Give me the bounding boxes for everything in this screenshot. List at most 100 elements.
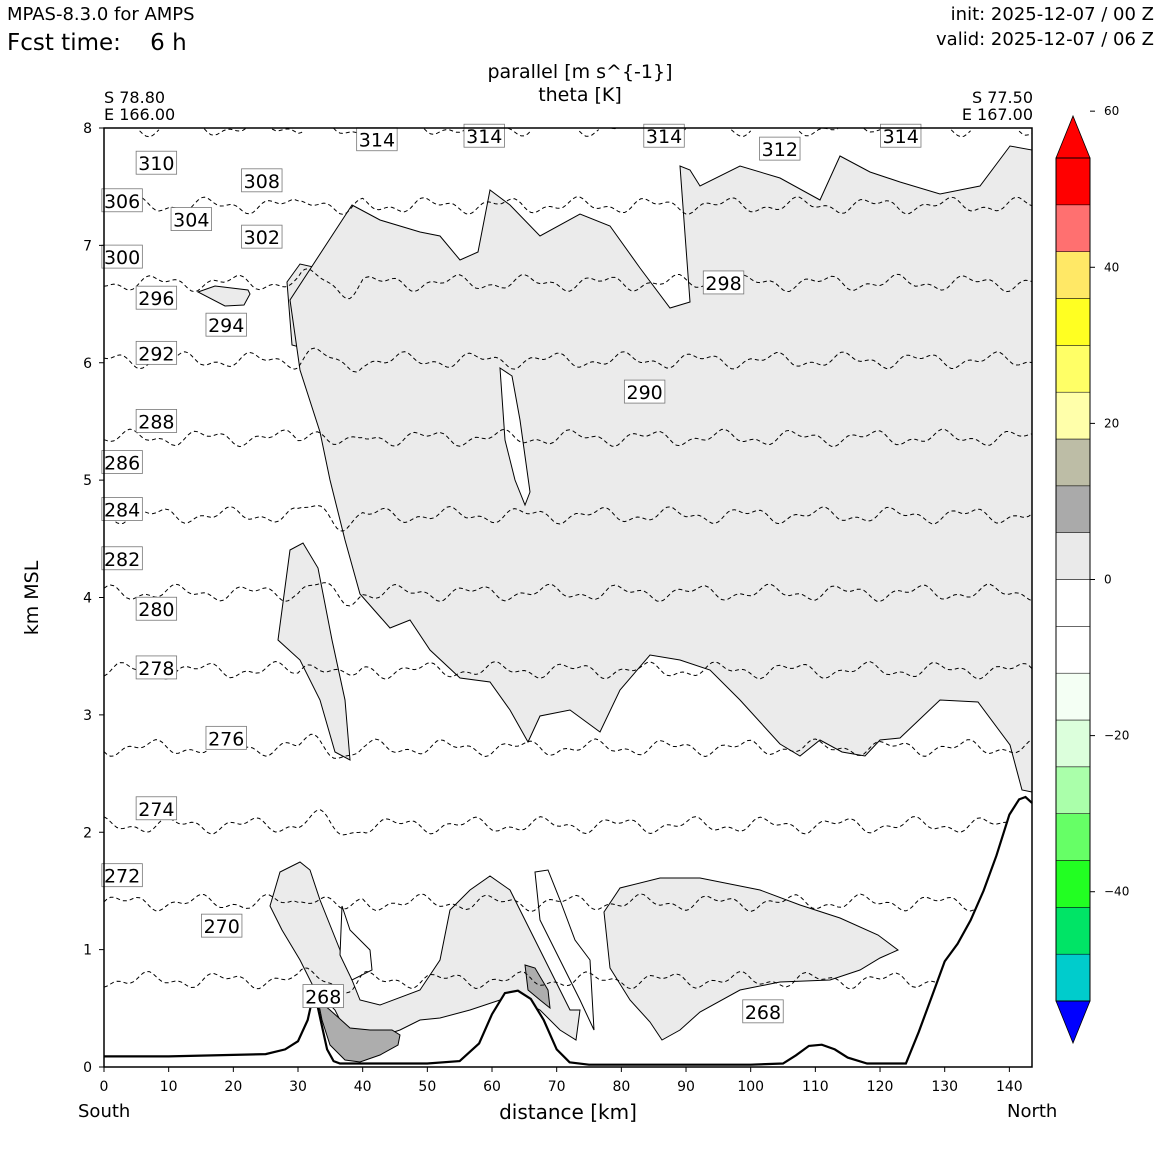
contour-label: 294: [205, 312, 247, 337]
contour-label-text: 284: [104, 499, 140, 521]
contour-label-text: 314: [466, 126, 502, 148]
right-endpoint-lon: E 167.00: [961, 105, 1033, 124]
terrain: [104, 795, 1033, 1067]
contour-label: 314: [463, 123, 505, 148]
colorbar-segment: [1055, 626, 1091, 674]
north-label: North: [1007, 1101, 1058, 1122]
theta-contour-272: [103, 809, 1007, 836]
x-tick-label: 0: [100, 1079, 109, 1095]
theta-contour-278: [103, 582, 1033, 607]
theta-contour-284: [103, 347, 1033, 373]
contour-label-text: 306: [104, 191, 140, 213]
contour-label-box: [135, 796, 178, 821]
colorbar-segment: [1055, 672, 1091, 721]
contour-label: 282: [101, 546, 143, 571]
contour-label: 274: [135, 796, 178, 821]
contour-label-text: 294: [208, 315, 244, 337]
chart-title: parallel [m s^{-1}]: [487, 61, 673, 83]
contour-label-box: [135, 596, 178, 621]
colorbar-extend-top: [1055, 114, 1091, 159]
contour-label: 288: [135, 409, 178, 433]
contour-label-text: 292: [138, 343, 174, 365]
contour-label-box: [201, 913, 243, 938]
colorbar-segment: [1055, 438, 1091, 487]
forecast-time: Fcst time: 6 h: [7, 30, 187, 56]
unshaded-gap: [499, 367, 531, 507]
contour-label: 284: [101, 497, 143, 521]
x-tick-label: 10: [160, 1079, 178, 1095]
contour-label: 290: [623, 379, 666, 404]
contour-label-box: [101, 450, 143, 474]
colorbar-segment: [1055, 860, 1091, 908]
contour-label: 306: [101, 188, 143, 213]
contour-label-box: [742, 999, 784, 1024]
contour-label: 296: [135, 285, 178, 310]
colorbar: 60 40 20 0 −20 −40: [1055, 104, 1129, 1045]
right-endpoint-coords: S 77.50 E 167.00: [962, 89, 1033, 123]
contour-label: 298: [702, 270, 745, 295]
valid-time: valid: 2025-12-07 / 06 Z: [936, 29, 1154, 50]
contour-label-text: 286: [104, 453, 140, 475]
theta-contour-286: [103, 268, 1033, 300]
unshaded-gap: [339, 905, 373, 981]
terrain-fill: [104, 797, 1032, 1067]
x-tick-label: 90: [677, 1079, 695, 1095]
contour-label-box: [101, 244, 143, 269]
contour-label-text: 274: [138, 799, 174, 821]
contour-label-box: [241, 168, 283, 193]
theta-contours: [103, 127, 1033, 994]
colorbar-tick-label: −40: [1104, 885, 1129, 899]
contour-label: 314: [880, 123, 922, 148]
colorbar-segment: [1055, 766, 1091, 814]
contour-label-box: [302, 984, 344, 1008]
contour-label-text: 278: [138, 658, 174, 680]
contour-label-text: 314: [646, 126, 682, 148]
contour-label-text: 272: [104, 866, 140, 888]
shade-region: [196, 285, 251, 307]
colorbar-segment: [1055, 532, 1091, 580]
x-tick-label: 130: [931, 1079, 958, 1095]
y-tick-label: 6: [83, 356, 92, 372]
contour-label-text: 290: [626, 382, 662, 404]
contour-label: 300: [101, 244, 143, 269]
x-tick-label: 80: [612, 1079, 630, 1095]
shade-region: [603, 877, 899, 1041]
contour-label-box: [101, 546, 143, 571]
colorbar-extend-bottom: [1055, 1000, 1091, 1045]
contour-label: 314: [643, 123, 685, 148]
shade-region-dark: [524, 964, 551, 1010]
contour-label: 278: [135, 655, 178, 680]
x-axis-label: distance [km]: [499, 1100, 637, 1124]
contour-label-box: [643, 123, 685, 148]
colorbar-segment: [1055, 485, 1091, 533]
contour-label: 270: [201, 913, 243, 938]
colorbar-segment: [1055, 298, 1091, 346]
contour-label-box: [205, 312, 247, 337]
contour-label-box: [170, 207, 212, 231]
contour-label-box: [623, 379, 666, 404]
colorbar-segment: [1055, 953, 1091, 1002]
contour-label-text: 304: [173, 210, 209, 232]
left-endpoint-lat: S 78.80: [104, 88, 166, 107]
y-tick-label: 0: [83, 1060, 92, 1076]
contour-label: 302: [241, 224, 283, 249]
contour-label-text: 280: [138, 599, 174, 621]
contour-label: 276: [205, 725, 247, 750]
contour-label-box: [135, 409, 178, 433]
left-endpoint-coords: S 78.80 E 166.00: [104, 89, 175, 123]
colorbar-segment: [1055, 907, 1091, 955]
x-tick-label: 70: [548, 1079, 566, 1095]
contour-label: 312: [759, 136, 801, 161]
contour-label-box: [702, 270, 745, 295]
contour-label-text: 310: [138, 153, 174, 175]
x-tick-label: 50: [418, 1079, 436, 1095]
colorbar-segment: [1055, 345, 1091, 393]
y-tick-label: 2: [83, 825, 92, 841]
contour-label-text: 300: [104, 247, 140, 269]
chart-subtitle: theta [K]: [538, 84, 622, 106]
y-tick-label: 5: [83, 473, 92, 489]
contour-label-box: [135, 150, 178, 175]
axes: 0 10 20 30 40 50 60 70 80 90 100 110 120 130 140 0 1 2 3 4 5…: [83, 121, 1033, 1095]
x-tick-label: 140: [996, 1079, 1023, 1095]
contour-label-text: 298: [705, 273, 741, 295]
